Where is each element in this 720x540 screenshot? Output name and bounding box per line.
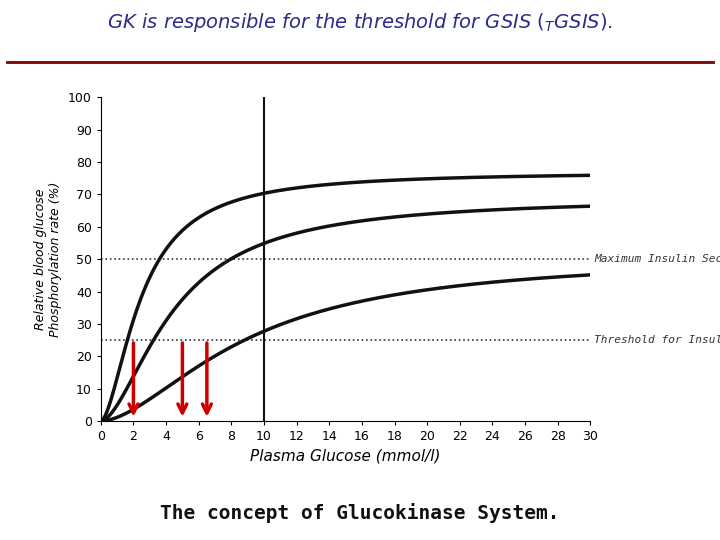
Text: $\mathit{GK\ is\ responsible\ for\ the\ threshold\ for\ GSIS\ (_{T}GSIS).}$: $\mathit{GK\ is\ responsible\ for\ the\ … [107,11,613,34]
Y-axis label: Relative blood glucose
Phosphorylation rate (%): Relative blood glucose Phosphorylation r… [35,181,63,337]
X-axis label: Plasma Glucose (mmol/l): Plasma Glucose (mmol/l) [251,449,441,464]
Text: Threshold for Insulin Secr.: Threshold for Insulin Secr. [594,335,720,345]
Text: The concept of Glucokinase System.: The concept of Glucokinase System. [161,503,559,523]
Text: Maximum Insulin Secr.: Maximum Insulin Secr. [594,254,720,264]
